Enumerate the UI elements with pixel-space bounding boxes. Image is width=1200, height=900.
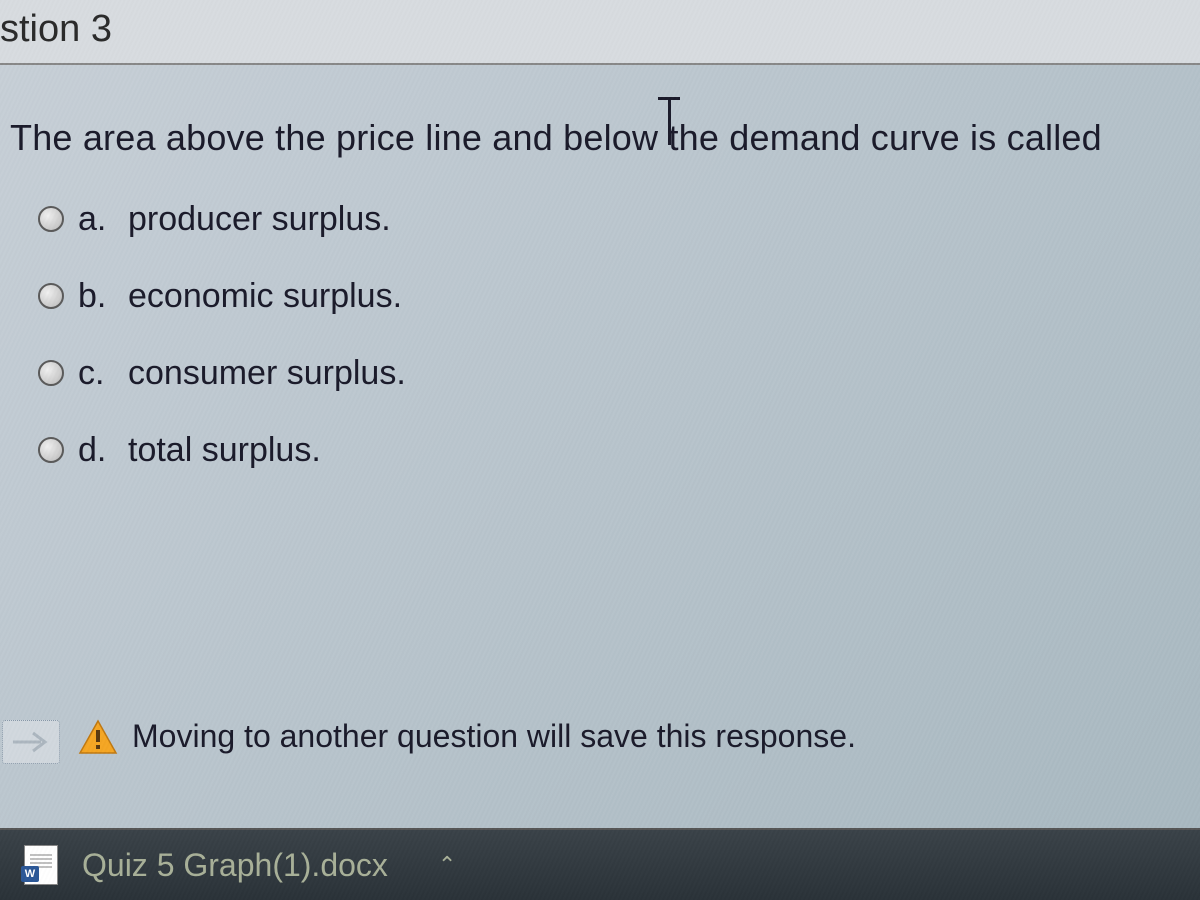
text-cursor-icon — [658, 115, 668, 162]
option-text: economic surplus. — [128, 277, 402, 316]
option-b[interactable]: b. economic surplus. — [38, 277, 1190, 316]
save-notice: Moving to another question will save thi… — [78, 718, 856, 755]
question-text-part1: The area above the price line and below — [10, 117, 658, 158]
option-letter: d. — [78, 431, 118, 470]
notice-text: Moving to another question will save thi… — [132, 718, 856, 755]
word-badge: W — [21, 866, 39, 882]
option-c[interactable]: c. consumer surplus. — [38, 354, 1190, 393]
download-shelf: W Quiz 5 Graph(1).docx ⌃ — [0, 828, 1200, 900]
word-doc-icon[interactable]: W — [24, 845, 58, 885]
question-number: stion 3 — [0, 8, 112, 50]
download-filename[interactable]: Quiz 5 Graph(1).docx — [82, 847, 388, 884]
chevron-up-icon[interactable]: ⌃ — [438, 852, 456, 878]
warning-icon — [78, 719, 118, 755]
question-text-part2: the demand curve is called — [668, 117, 1101, 158]
question-prompt: The area above the price line and below … — [10, 115, 1190, 162]
radio-icon[interactable] — [38, 360, 64, 386]
question-body: The area above the price line and below … — [0, 65, 1200, 538]
radio-icon[interactable] — [38, 437, 64, 463]
arrow-right-icon — [11, 730, 51, 754]
option-letter: b. — [78, 277, 118, 316]
option-text: total surplus. — [128, 431, 321, 470]
option-letter: c. — [78, 354, 118, 393]
next-nav-button[interactable] — [2, 720, 60, 764]
radio-icon[interactable] — [38, 283, 64, 309]
option-d[interactable]: d. total surplus. — [38, 431, 1190, 470]
question-header: stion 3 — [0, 0, 1200, 65]
radio-icon[interactable] — [38, 206, 64, 232]
option-text: producer surplus. — [128, 200, 391, 239]
option-a[interactable]: a. producer surplus. — [38, 200, 1190, 239]
option-letter: a. — [78, 200, 118, 239]
answer-options: a. producer surplus. b. economic surplus… — [10, 200, 1190, 470]
option-text: consumer surplus. — [128, 354, 406, 393]
